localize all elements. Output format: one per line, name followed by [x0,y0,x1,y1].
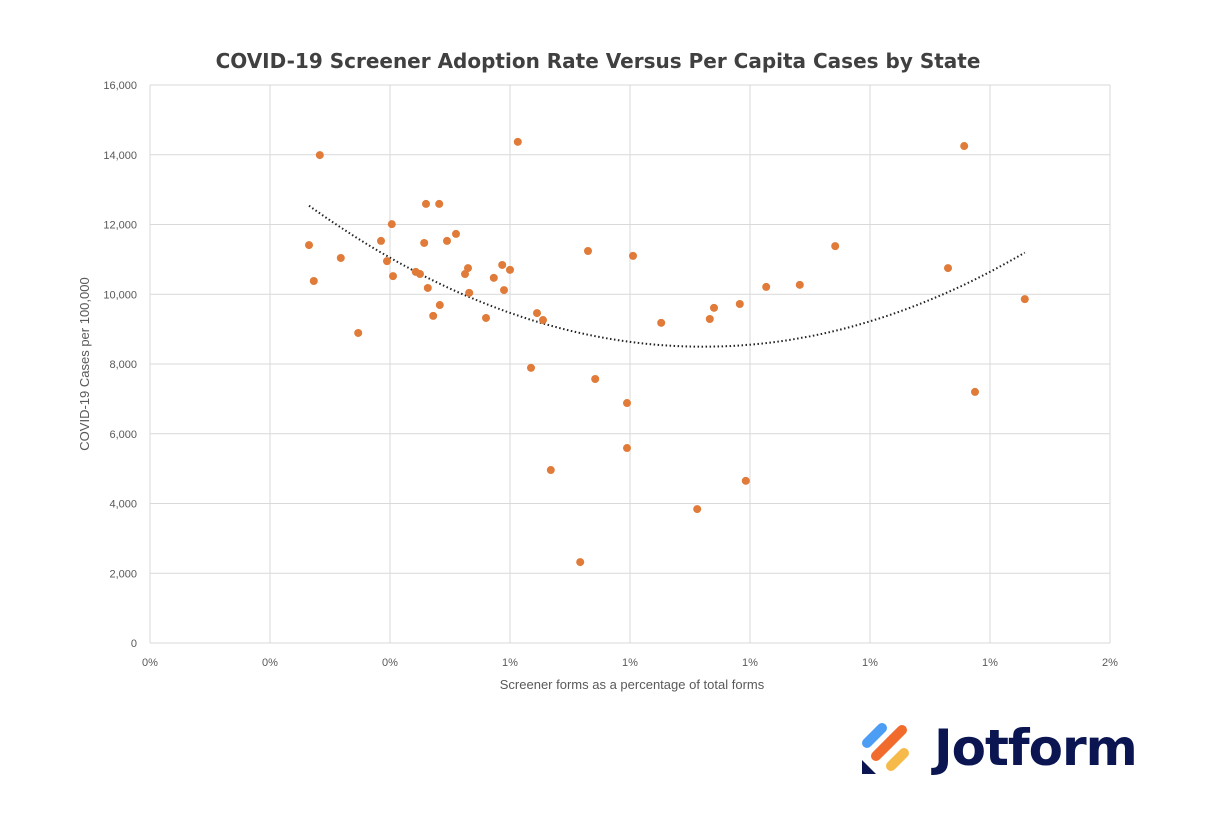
data-point [489,273,498,282]
y-axis-label: COVID-19 Cases per 100,000 [77,277,92,450]
data-point [971,387,979,396]
data-point [498,260,507,269]
data-point [443,236,451,245]
y-tick-label: 6,000 [109,429,137,441]
y-tick-label: 0 [131,638,137,650]
data-point [465,288,474,297]
data-point [657,318,666,327]
jotform-logo: Jotform [858,718,1138,778]
x-tick-label: 1% [862,657,878,669]
x-axis-label: Screener forms as a percentage of total … [500,677,765,692]
jotform-logo-icon [862,723,909,774]
x-axis: 0% 0% 0% 1% 1% 1% 1% 1% 2% [142,657,1118,669]
chart-title: COVID-19 Screener Adoption Rate Versus P… [216,49,981,73]
data-point [546,466,555,475]
x-tick-label: 1% [742,657,758,669]
data-point [584,247,592,256]
jotform-logo-text: Jotform [934,719,1138,777]
data-point [710,303,718,312]
scatter-chart: COVID-19 Screener Adoption Rate Versus P… [77,49,1118,692]
x-tick-label: 1% [982,657,998,669]
data-point [705,315,714,324]
data-point [623,399,631,408]
data-point [533,309,541,318]
data-point [539,316,547,325]
data-point [693,505,702,514]
data-point [377,236,385,245]
data-point [429,311,438,320]
x-tick-label: 0% [382,657,398,669]
data-point [309,276,318,285]
data-point [762,282,771,291]
data-point [513,137,522,146]
x-tick-label: 1% [622,657,638,669]
data-point [435,301,444,310]
data-point [741,476,750,485]
data-point [423,283,432,292]
data-point [416,270,424,279]
data-point [315,151,324,160]
y-tick-label: 12,000 [103,220,137,232]
y-tick-label: 10,000 [103,289,137,301]
data-point [420,238,429,247]
data-point [336,253,345,262]
data-point [387,220,396,229]
data-point [383,257,391,266]
data-point [795,280,804,289]
x-tick-label: 2% [1102,657,1118,669]
data-point [461,270,469,279]
data-point [500,286,508,295]
data-point [576,558,585,567]
data-point [422,199,430,208]
data-point [354,328,363,337]
data-point [944,264,952,273]
data-point [960,142,969,151]
data-point [1020,295,1029,304]
x-tick-label: 0% [142,657,158,669]
x-tick-label: 0% [262,657,278,669]
data-point [452,229,460,238]
y-tick-label: 14,000 [103,150,137,162]
trendline [308,204,1026,348]
x-tick-label: 1% [502,657,518,669]
y-tick-label: 8,000 [109,359,137,371]
y-tick-label: 2,000 [109,568,137,580]
data-point [506,265,514,274]
data-point [629,251,637,260]
data-points [305,137,1029,567]
data-point [591,374,600,383]
data-point [464,264,472,273]
data-point [527,363,535,372]
data-point [735,300,744,309]
y-tick-label: 16,000 [103,80,137,92]
data-point [831,242,840,251]
data-point [435,199,444,208]
data-point [389,272,397,281]
data-point [482,313,490,322]
y-axis: 0 2,000 4,000 6,000 8,000 10,000 12,000 14,000 1… [103,80,137,650]
gridlines [149,84,1111,644]
data-point [623,444,631,453]
data-point [305,241,313,250]
y-tick-label: 4,000 [109,499,137,511]
